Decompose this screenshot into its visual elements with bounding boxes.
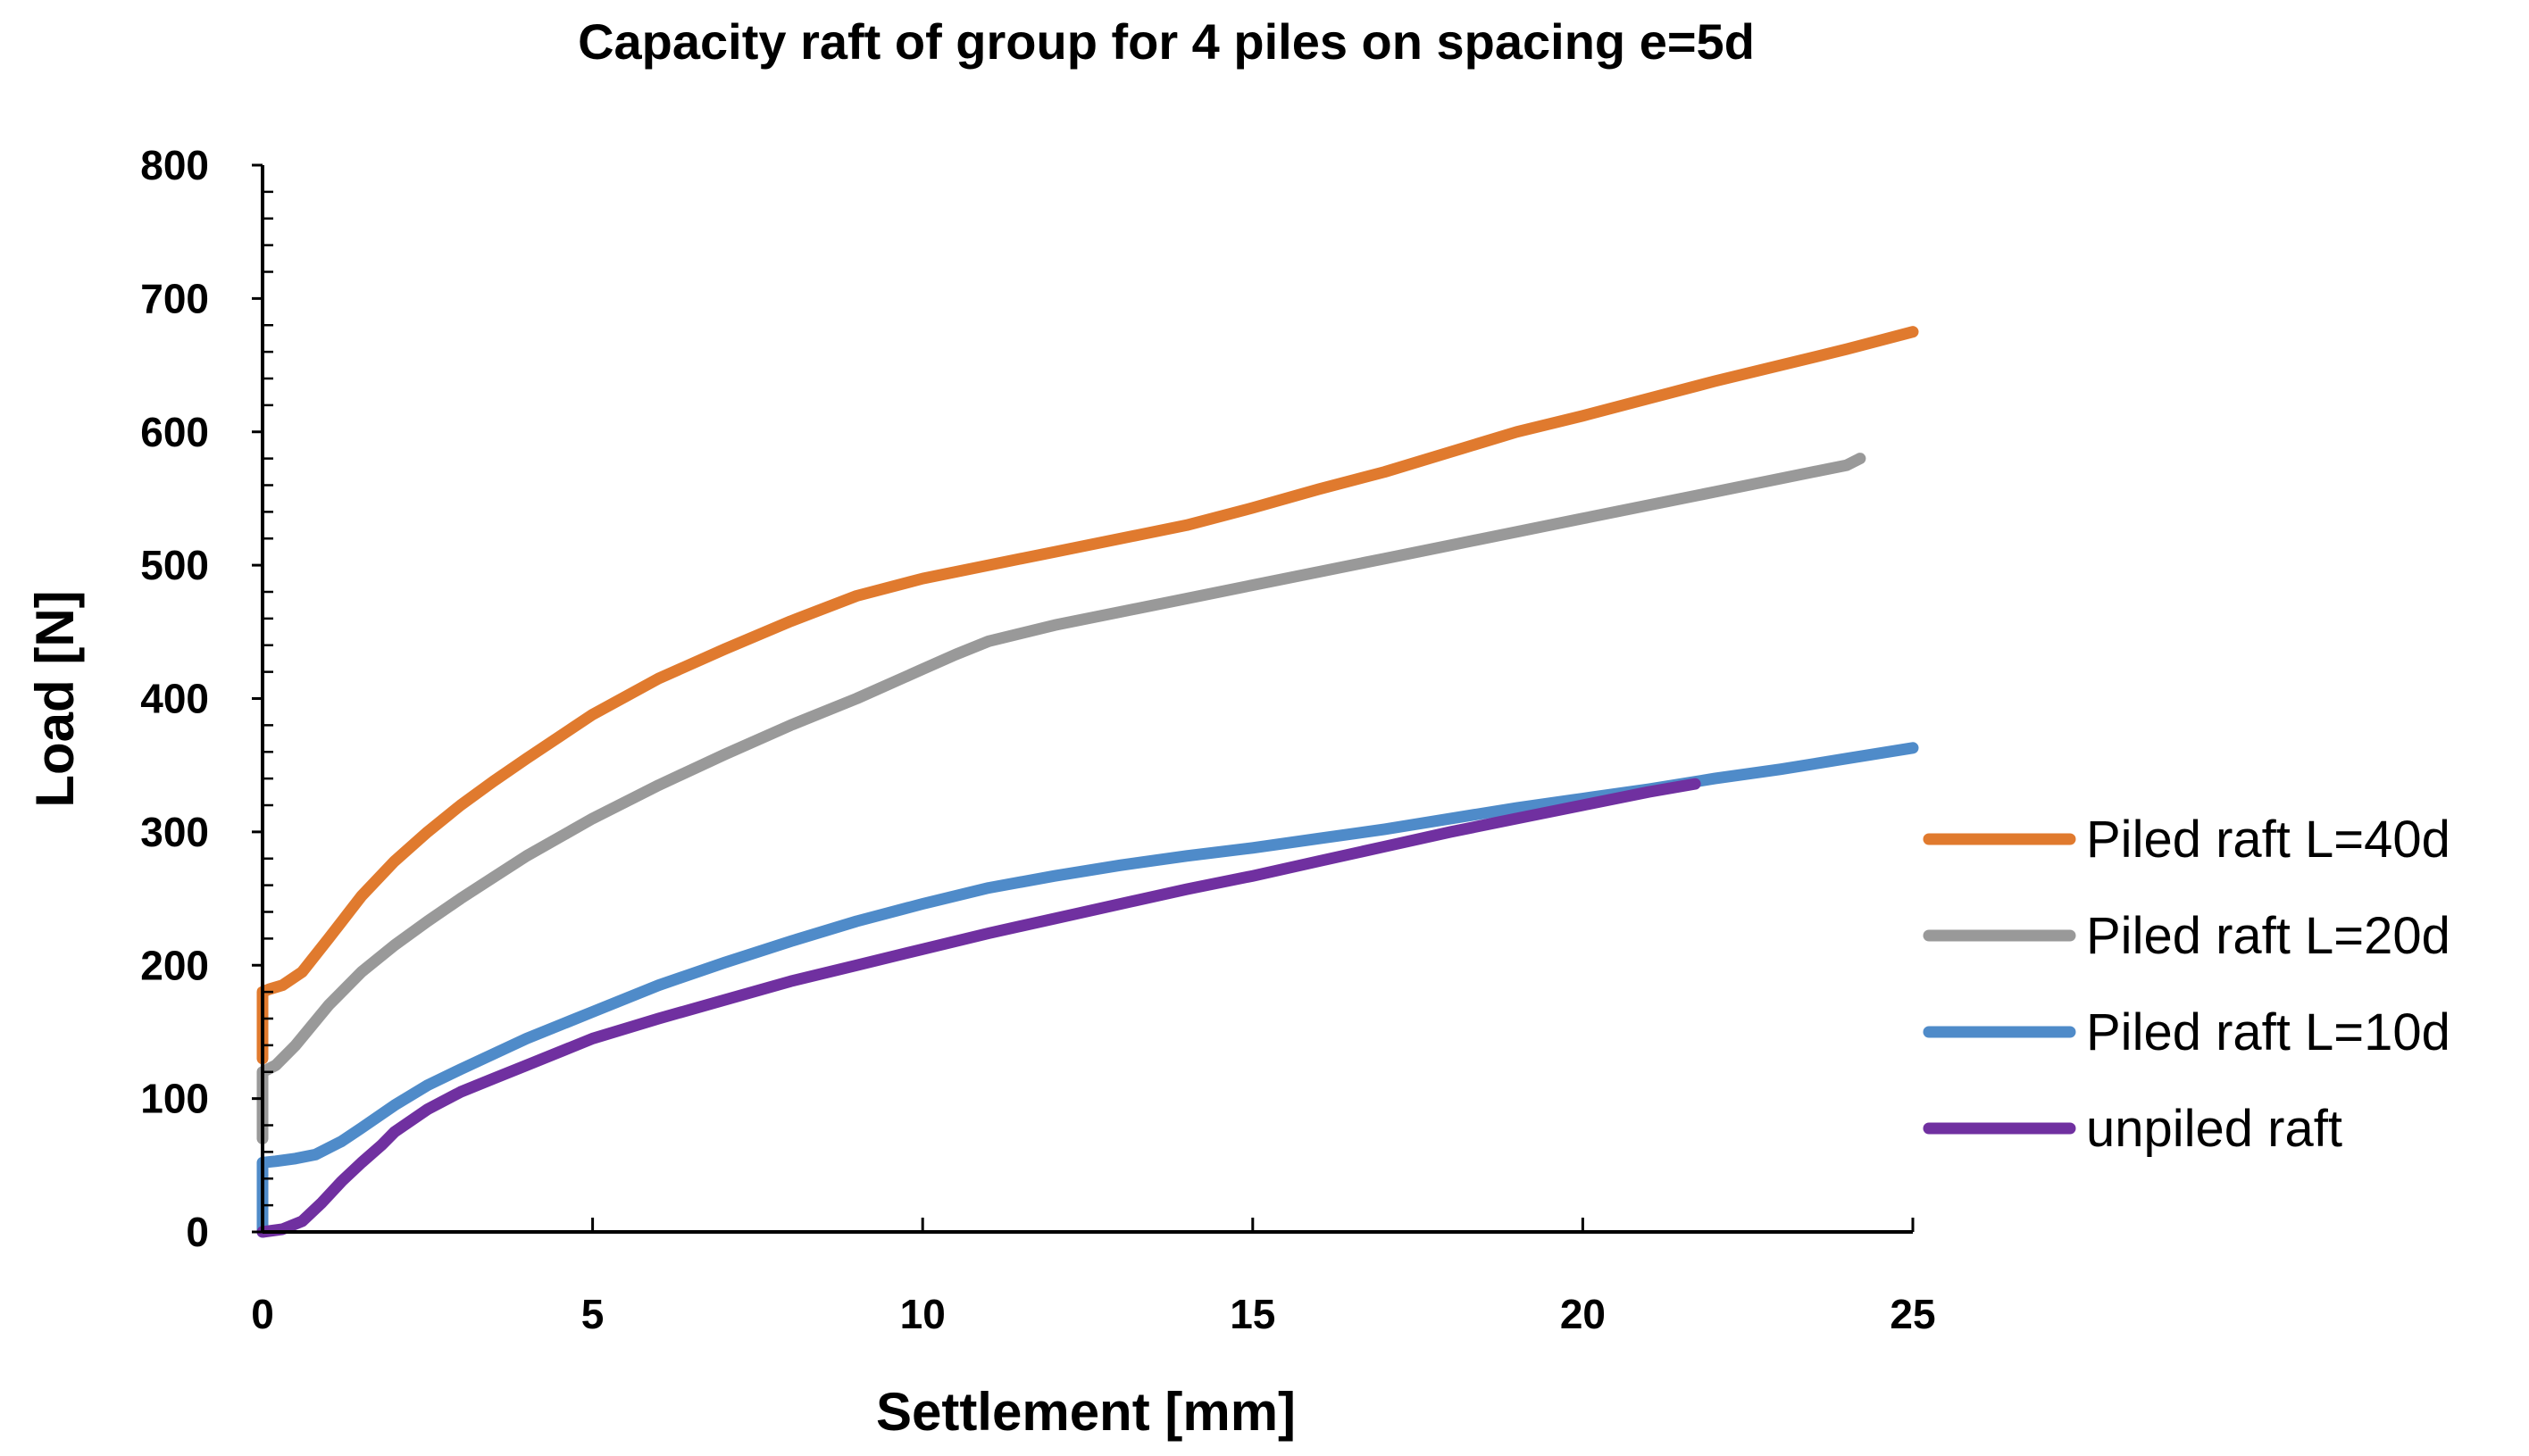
x-tick-label: 5 [581,1291,605,1337]
legend-label-1: Piled raft L=20d [2086,907,2450,965]
y-tick-label: 500 [140,542,209,588]
y-tick-label: 400 [140,676,209,722]
y-tick-label: 100 [140,1076,209,1122]
legend-label-2: Piled raft L=10d [2086,1003,2450,1061]
x-tick-label: 15 [1230,1291,1275,1337]
x-tick-label: 25 [1890,1291,1935,1337]
load-settlement-chart: Capacity raft of group for 4 piles on sp… [0,0,2529,1456]
y-tick-label: 0 [186,1209,209,1255]
y-tick-label: 800 [140,142,209,188]
y-axis-title: Load [N] [25,590,85,807]
y-tick-label: 600 [140,409,209,455]
y-tick-label: 200 [140,942,209,988]
chart-background [0,0,2529,1456]
x-axis-title: Settlement [mm] [876,1382,1296,1442]
y-tick-label: 300 [140,809,209,855]
x-tick-label: 10 [900,1291,946,1337]
x-tick-label: 0 [251,1291,274,1337]
legend-label-0: Piled raft L=40d [2086,811,2450,869]
x-tick-label: 20 [1560,1291,1606,1337]
chart-title: Capacity raft of group for 4 piles on sp… [578,13,1755,70]
legend-label-3: unpiled raft [2086,1100,2342,1158]
y-tick-label: 700 [140,275,209,321]
